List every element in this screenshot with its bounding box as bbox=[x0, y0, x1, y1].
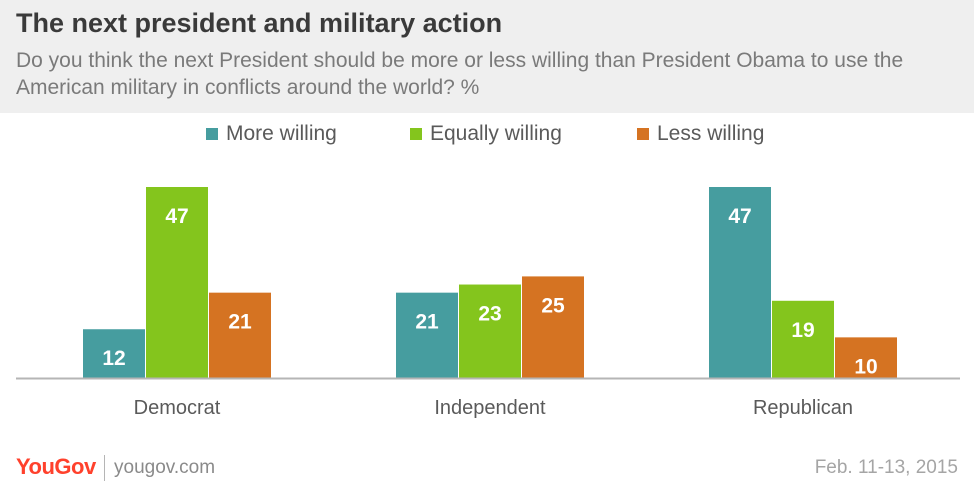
data-label-independent-less-willing: 25 bbox=[541, 294, 565, 317]
bar-republican-more-willing bbox=[709, 187, 771, 378]
legend-swatch-less-willing bbox=[637, 128, 649, 140]
data-label-independent-equally-willing: 23 bbox=[478, 303, 501, 326]
bar-democrat-more-willing bbox=[83, 329, 145, 378]
category-label-democrat: Democrat bbox=[134, 397, 221, 419]
legend-label-more-willing: More willing bbox=[226, 122, 337, 145]
header: The next president and military action D… bbox=[0, 0, 974, 113]
chart-title: The next president and military action bbox=[16, 8, 503, 38]
category-label-republican: Republican bbox=[753, 397, 853, 419]
legend: More willing Equally willing Less willin… bbox=[0, 120, 974, 148]
yougov-logo: YouGov bbox=[16, 454, 96, 479]
footer-date: Feb. 11-13, 2015 bbox=[814, 457, 958, 478]
bar-independent-more-willing bbox=[396, 292, 458, 378]
data-label-democrat-less-willing: 21 bbox=[228, 311, 252, 334]
category-label-independent: Independent bbox=[434, 397, 546, 419]
legend-label-less-willing: Less willing bbox=[657, 122, 765, 145]
legend-item-more-willing: More willing bbox=[206, 120, 337, 148]
footer-separator bbox=[104, 455, 105, 481]
legend-item-equally-willing: Equally willing bbox=[410, 120, 562, 148]
data-label-independent-more-willing: 21 bbox=[415, 311, 439, 334]
footer-url: yougov.com bbox=[114, 457, 216, 478]
data-label-republican-more-willing: 47 bbox=[728, 205, 751, 228]
bar-democrat-equally-willing bbox=[146, 187, 208, 378]
bar-republican-equally-willing bbox=[772, 300, 834, 378]
chart-subtitle: Do you think the next President should b… bbox=[16, 49, 904, 99]
bar-independent-less-willing bbox=[522, 276, 584, 378]
data-label-republican-equally-willing: 19 bbox=[791, 319, 814, 342]
bar-republican-less-willing bbox=[835, 337, 897, 378]
legend-label-equally-willing: Equally willing bbox=[430, 122, 562, 145]
data-label-republican-less-willing: 10 bbox=[854, 355, 877, 378]
bar-chart: 12 47 21 Democrat 21 23 25 Independent 47 19 10Rep… bbox=[16, 187, 960, 419]
legend-swatch-more-willing bbox=[206, 128, 218, 140]
data-label-democrat-equally-willing: 47 bbox=[165, 205, 188, 228]
data-label-democrat-more-willing: 12 bbox=[102, 347, 125, 370]
bar-democrat-less-willing bbox=[209, 292, 271, 378]
legend-item-less-willing: Less willing bbox=[637, 120, 764, 148]
legend-swatch-equally-willing bbox=[410, 128, 422, 140]
bar-independent-equally-willing bbox=[459, 284, 521, 378]
